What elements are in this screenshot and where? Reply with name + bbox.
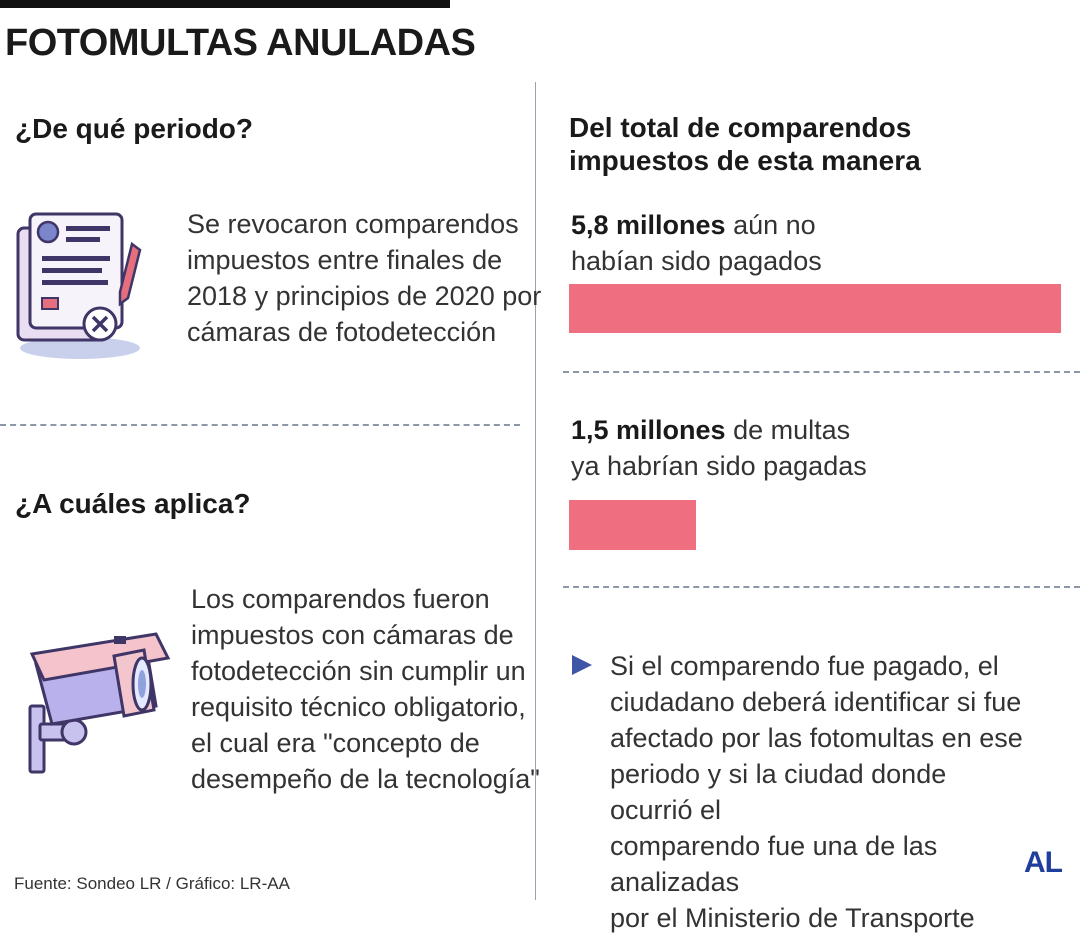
note-line: ciudadano deberá identificar si fue xyxy=(610,687,1022,717)
scope-line: Los comparendos fueron xyxy=(191,584,490,614)
paid-stat: 1,5 millones de multas ya habrían sido p… xyxy=(571,412,867,484)
scope-line: impuestos con cámaras de xyxy=(191,620,514,650)
scope-heading: ¿A cuáles aplica? xyxy=(15,488,251,519)
total-heading-line: impuestos de esta manera xyxy=(569,145,921,176)
period-line: 2018 y principios de 2020 por xyxy=(187,281,542,311)
period-line: impuestos entre finales de xyxy=(187,245,503,275)
unpaid-text-line2: habían sido pagados xyxy=(571,246,822,276)
period-line: Se revocaron comparendos xyxy=(187,209,519,239)
column-divider xyxy=(535,82,536,900)
scope-line: el cual era "concepto de xyxy=(191,728,480,758)
note-line: periodo y si la ciudad donde ocurrió el xyxy=(610,759,947,825)
play-triangle-icon xyxy=(572,655,592,675)
total-heading: Del total de comparendos impuestos de es… xyxy=(569,111,921,177)
period-line: cámaras de fotodetección xyxy=(187,317,497,347)
note-line: por el Ministerio de Transporte xyxy=(610,903,975,933)
security-camera-icon xyxy=(28,632,171,774)
right-divider-2 xyxy=(563,586,1080,588)
note-line: comparendo fue una de las analizadas xyxy=(610,831,938,897)
publisher-logo: AL xyxy=(1024,846,1063,879)
paid-text: de multas xyxy=(725,415,851,445)
scope-line: desempeño de la tecnología" xyxy=(191,764,540,794)
period-description: Se revocaron comparendos impuestos entre… xyxy=(187,206,541,350)
source-credit: Fuente: Sondeo LR / Gráfico: LR-AA xyxy=(14,874,290,893)
unpaid-text: aún no xyxy=(725,210,816,240)
page-title: FOTOMULTAS ANULADAS xyxy=(5,22,476,64)
note-line: afectado por las fotomultas en ese xyxy=(610,723,1023,753)
scope-line: fotodetección sin cumplir un xyxy=(191,656,526,686)
note-line: Si el comparendo fue pagado, el xyxy=(610,651,999,681)
right-divider-1 xyxy=(563,371,1080,373)
paid-text-line2: ya habrían sido pagadas xyxy=(571,451,867,481)
total-heading-line: Del total de comparendos xyxy=(569,112,912,143)
period-heading: ¿De qué periodo? xyxy=(15,113,253,144)
scope-description: Los comparendos fueron impuestos con cám… xyxy=(191,581,540,797)
paid-value: 1,5 millones xyxy=(571,415,726,445)
payment-note: Si el comparendo fue pagado, el ciudadan… xyxy=(610,648,1030,936)
left-divider xyxy=(0,424,520,426)
unpaid-value: 5,8 millones xyxy=(571,210,726,240)
top-accent-bar xyxy=(0,0,450,8)
unpaid-stat: 5,8 millones aún no habían sido pagados xyxy=(571,207,822,279)
scope-line: requisito técnico obligatorio, xyxy=(191,692,526,722)
unpaid-bar xyxy=(569,284,1061,333)
paid-bar xyxy=(569,500,697,550)
document-reject-icon xyxy=(16,212,142,359)
